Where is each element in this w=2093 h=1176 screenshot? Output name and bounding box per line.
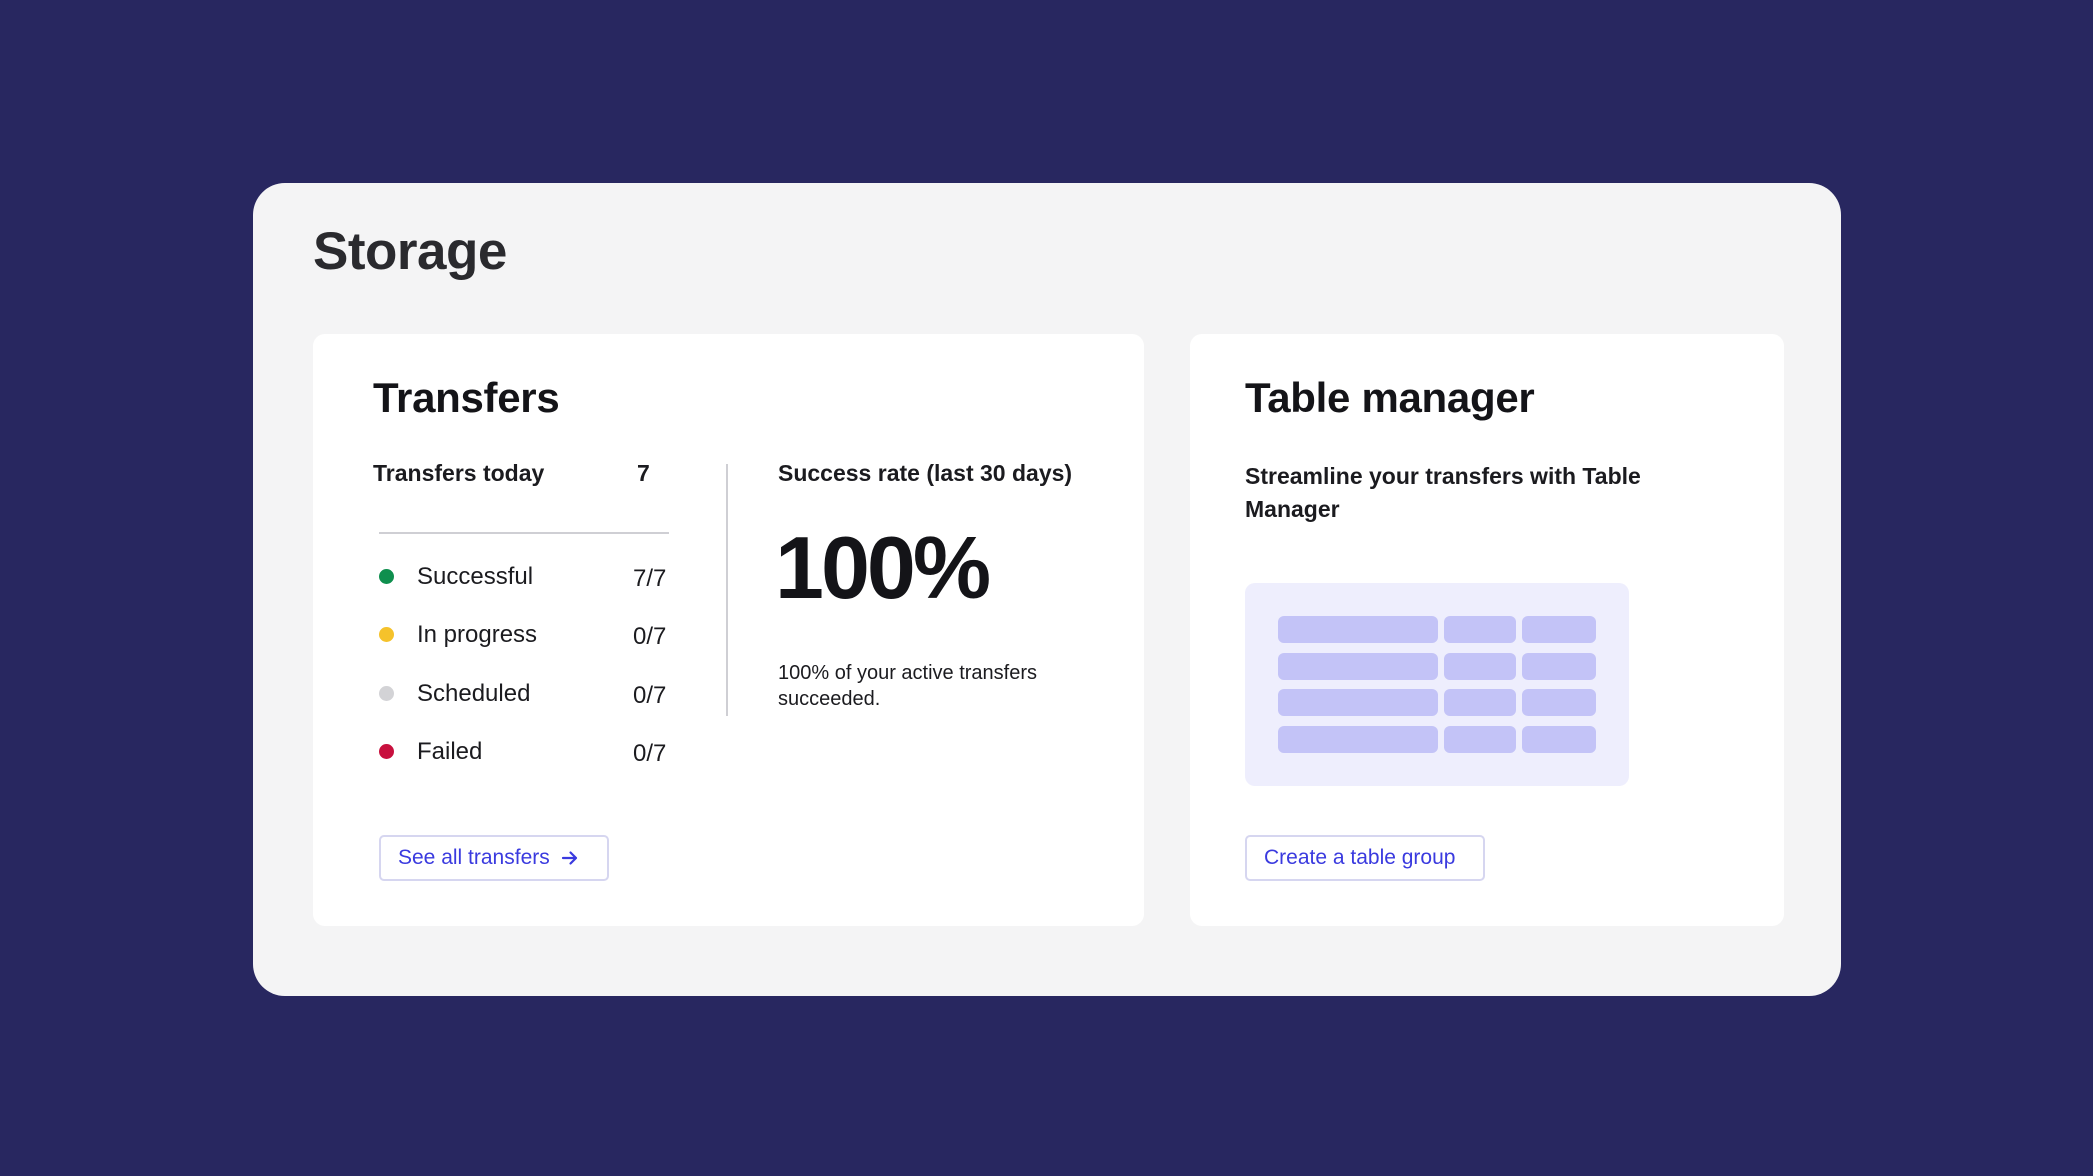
create-table-group-label: Create a table group (1264, 846, 1456, 869)
transfers-today-label: Transfers today (373, 460, 545, 486)
illustration-cell (1278, 653, 1438, 680)
success-rate-note: 100% of your active transfers succeeded. (778, 662, 1038, 710)
status-value: 0/7 (633, 682, 667, 709)
illustration-cell (1522, 616, 1596, 643)
illustration-cell (1444, 689, 1516, 716)
success-rate-label: Success rate (last 30 days) (778, 460, 1073, 486)
divider (379, 532, 669, 534)
scheduled-status-dot-icon (379, 686, 394, 701)
create-table-group-button[interactable]: Create a table group (1245, 835, 1485, 881)
illustration-cell (1278, 726, 1438, 753)
status-label: Failed (417, 738, 483, 765)
page-title: Storage (313, 222, 507, 281)
see-all-transfers-button[interactable]: See all transfers (379, 835, 609, 881)
status-label: Scheduled (417, 680, 531, 707)
table-manager-card: Table manager Streamline your transfers … (1190, 334, 1784, 926)
illustration-cell (1522, 653, 1596, 680)
storage-panel: Storage Transfers Transfers today 7 Succ… (253, 183, 1841, 996)
illustration-cell (1444, 616, 1516, 643)
illustration-cell (1522, 689, 1596, 716)
successful-status-dot-icon (379, 569, 394, 584)
table-manager-title: Table manager (1245, 374, 1535, 421)
transfers-today-value: 7 (637, 460, 650, 486)
status-value: 0/7 (633, 623, 667, 650)
status-value: 7/7 (633, 565, 667, 592)
see-all-transfers-label: See all transfers (398, 846, 550, 869)
table-manager-promo-text: Streamline your transfers with Table Man… (1245, 463, 1641, 522)
illustration-cell (1278, 616, 1438, 643)
failed-status-dot-icon (379, 744, 394, 759)
arrow-right-icon (561, 851, 577, 865)
table-illustration (1245, 583, 1629, 786)
illustration-cell (1522, 726, 1596, 753)
illustration-cell (1444, 653, 1516, 680)
status-label: In progress (417, 621, 538, 648)
status-row-in-progress: In progress 0/7 (379, 619, 679, 651)
status-row-successful: Successful 7/7 (379, 561, 679, 593)
status-label: Successful (417, 563, 534, 590)
status-value: 0/7 (633, 740, 667, 767)
status-row-failed: Failed 0/7 (379, 736, 679, 768)
success-rate-value: 100% (775, 518, 991, 617)
status-row-scheduled: Scheduled 0/7 (379, 678, 679, 710)
transfers-title: Transfers (373, 374, 560, 421)
vertical-divider (726, 464, 728, 716)
transfers-card: Transfers Transfers today 7 Successful 7… (313, 334, 1144, 926)
illustration-cell (1444, 726, 1516, 753)
illustration-cell (1278, 689, 1438, 716)
in-progress-status-dot-icon (379, 627, 394, 642)
